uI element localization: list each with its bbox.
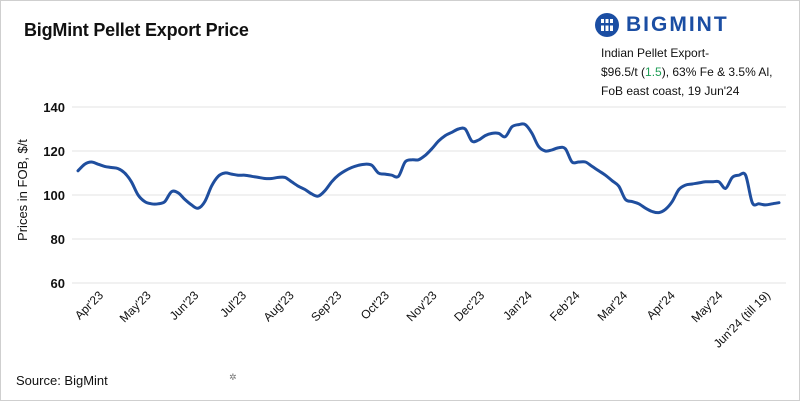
chart-title: BigMint Pellet Export Price	[24, 20, 249, 40]
y-tick-label: 100	[43, 188, 65, 203]
y-tick-label: 140	[43, 100, 65, 115]
x-tick-label: Apr'23	[72, 288, 106, 322]
y-tick-labels: 60 80 100 120 140	[43, 100, 65, 291]
x-tick-label: Sep'23	[308, 288, 344, 324]
x-tick-label: Nov'23	[404, 288, 440, 324]
x-tick-label: May'23	[117, 288, 154, 325]
price-annotation: Indian Pellet Export- $96.5/t (1.5), 63%…	[601, 44, 772, 101]
annotation-price: $96.5/t (	[601, 65, 646, 79]
annotation-change: 1.5	[645, 65, 662, 79]
source-note: Source: BigMint	[16, 373, 108, 388]
bigmint-logo-icon	[595, 13, 619, 37]
annotation-line-1: Indian Pellet Export-	[601, 46, 710, 60]
y-axis-label: Prices in FOB, $/t	[15, 139, 30, 241]
x-tick-label: Mar'24	[595, 288, 631, 324]
x-tick-label: Feb'24	[547, 288, 583, 324]
x-tick-label: Aug'23	[261, 288, 297, 324]
brand-name: BIGMINT	[626, 13, 729, 36]
x-tick-label: Jun'23	[167, 288, 202, 323]
x-tick-label: Apr'24	[644, 288, 678, 322]
x-tick-label: Dec'23	[451, 288, 487, 324]
y-tick-label: 60	[51, 276, 65, 291]
annotation-price-after: ), 63% Fe & 3.5% Al,	[661, 65, 773, 79]
x-tick-label: May'24	[688, 288, 725, 325]
x-tick-label: Jan'24	[500, 288, 535, 323]
x-tick-labels: Apr'23 May'23 Jun'23 Jul'23 Aug'23 Sep'23 Oct'…	[72, 288, 773, 351]
x-tick-label: Oct'23	[358, 288, 392, 322]
bigmint-logo: BIGMINT	[594, 12, 729, 38]
y-tick-label: 120	[43, 144, 65, 159]
annotation-line-3: FoB east coast, 19 Jun'24	[601, 84, 740, 98]
price-series-line	[76, 122, 781, 215]
annotation-line-2: $96.5/t (1.5), 63% Fe & 3.5% Al,	[601, 63, 772, 82]
decorative-dot: ✲	[229, 372, 237, 382]
y-tick-label: 80	[51, 232, 65, 247]
x-tick-label: Jul'23	[217, 288, 249, 320]
